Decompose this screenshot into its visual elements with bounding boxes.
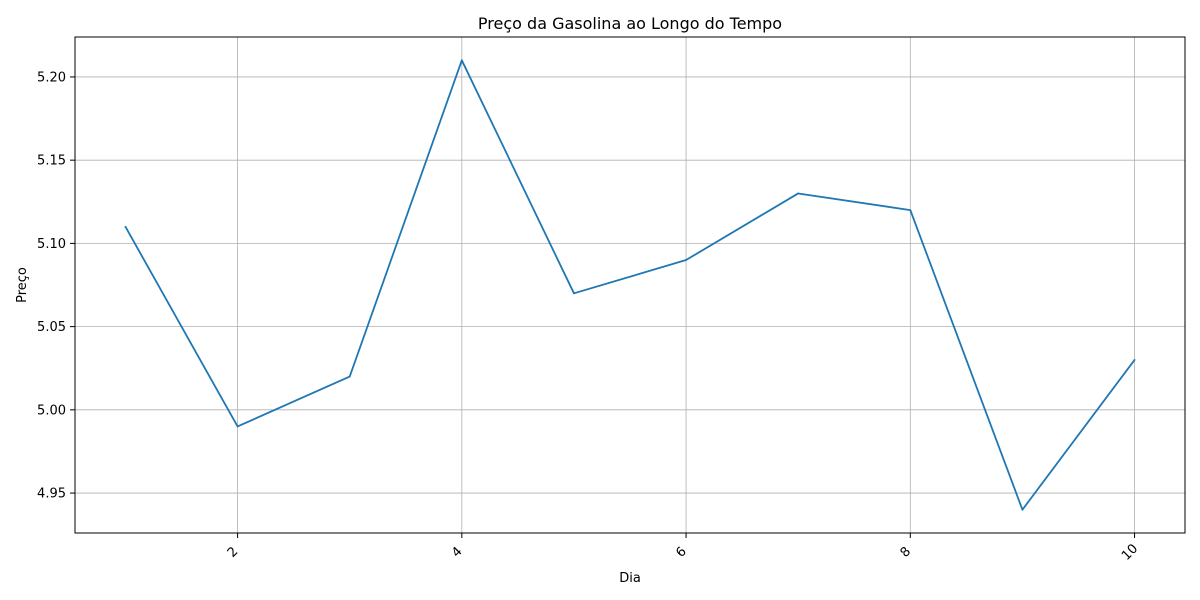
- x-tick-label: 2: [225, 544, 241, 560]
- y-tick-label: 5.10: [37, 237, 66, 252]
- x-axis-label: Dia: [619, 571, 641, 586]
- x-tick-label: 4: [449, 544, 465, 560]
- x-tick-label: 6: [673, 544, 689, 560]
- data-point: [236, 425, 239, 428]
- axis-ticks: 2 4 6 8 10 4.95 5.00 5.05 5.10 5.15 5.20: [37, 70, 1141, 563]
- data-point: [573, 292, 575, 295]
- y-tick-label: 4.95: [37, 487, 66, 502]
- grid: [75, 37, 1185, 533]
- series-layer: [124, 59, 1136, 511]
- data-point: [685, 259, 687, 261]
- data-point: [1133, 358, 1136, 361]
- data-point: [124, 225, 127, 228]
- y-tick-label: 5.20: [37, 70, 66, 85]
- y-axis-label: Preço: [15, 267, 30, 303]
- data-point: [1021, 508, 1024, 511]
- y-tick-label: 5.05: [37, 320, 66, 335]
- data-point: [348, 375, 351, 378]
- x-tick-label: 8: [898, 544, 914, 560]
- y-tick-label: 5.00: [37, 403, 66, 418]
- chart-title: Preço da Gasolina ao Longo do Tempo: [478, 14, 782, 33]
- plot-frame: [74, 36, 1186, 534]
- series-line: [124, 59, 1136, 511]
- data-point: [460, 59, 463, 62]
- y-tick-label: 5.15: [37, 154, 66, 169]
- x-tick-label: 10: [1119, 541, 1141, 563]
- data-point: [909, 209, 912, 212]
- data-point: [797, 192, 800, 195]
